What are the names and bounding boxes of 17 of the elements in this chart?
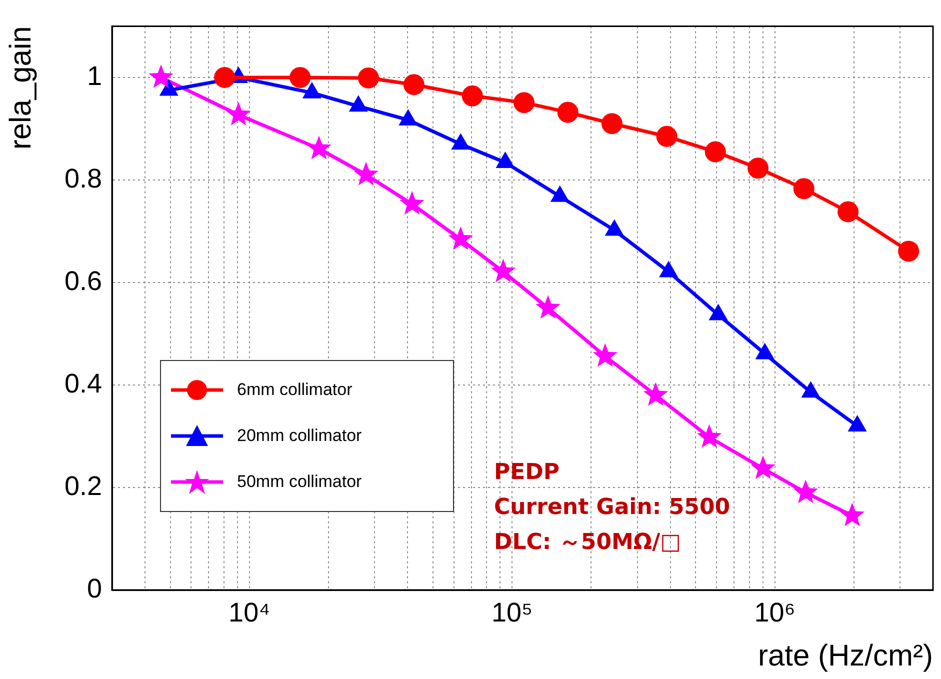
legend-label: 6mm collimator: [237, 380, 352, 400]
y-tick-label: 1: [86, 60, 102, 91]
x-tick-label: 10⁶: [754, 598, 796, 628]
y-tick-label: 0.6: [64, 266, 102, 296]
y-axis-title: rela_gain: [4, 26, 38, 150]
y-tick-label: 0: [86, 573, 102, 604]
y-tick-label: 0.8: [64, 163, 102, 194]
annotation: Current Gain: 5500: [494, 494, 730, 522]
annotation: DLC: ～50MΩ/□: [494, 529, 682, 557]
x-tick-label: 10⁵: [491, 598, 533, 628]
x-axis-title: rate (Hz/cm²): [758, 639, 933, 672]
annotation: PEDP: [494, 459, 561, 487]
y-tick-label: 0.2: [64, 470, 102, 501]
y-tick-label: 0.4: [64, 368, 102, 398]
legend-label: 50mm collimator: [237, 472, 362, 492]
legend-label: 20mm collimator: [237, 426, 362, 446]
x-tick-label: 10⁴: [228, 598, 270, 628]
